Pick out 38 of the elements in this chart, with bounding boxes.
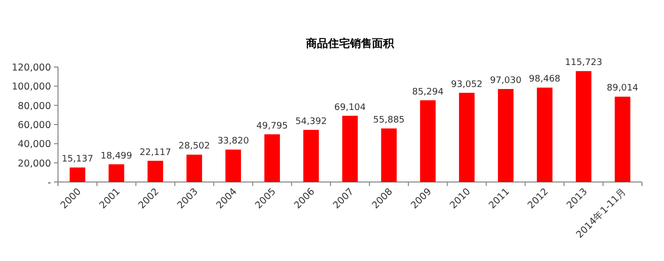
data-label: 93,052 [451, 80, 483, 90]
bar [303, 130, 319, 182]
data-label: 54,392 [295, 116, 327, 127]
data-label: 49,795 [256, 121, 288, 132]
data-label: 15,137 [62, 154, 94, 164]
y-tick-label: 100,000 [12, 82, 51, 93]
data-label: 115,723 [564, 58, 602, 68]
data-label: 85,294 [412, 87, 444, 98]
y-tick-label: 60,000 [18, 120, 51, 131]
y-tick-label: 120,000 [12, 62, 51, 74]
data-label: 97,030 [490, 76, 522, 86]
bar [342, 116, 358, 182]
data-label: 33,820 [217, 136, 250, 147]
bar [459, 92, 475, 182]
data-label: 69,104 [334, 102, 366, 113]
y-tick-label: 80,000 [18, 100, 51, 112]
bar [70, 167, 86, 182]
data-label: 22,117 [140, 148, 172, 158]
bar [498, 89, 514, 182]
bar [148, 160, 164, 182]
bar [108, 164, 124, 182]
data-label: 28,502 [178, 142, 210, 152]
bar [381, 128, 397, 182]
bar [576, 71, 592, 182]
data-label: 89,014 [606, 84, 639, 94]
data-label: 55,885 [373, 115, 405, 126]
data-label: 18,499 [100, 151, 132, 162]
bar [614, 96, 630, 182]
y-tick-label: 20,000 [18, 158, 51, 170]
bar [186, 154, 202, 182]
bar [264, 134, 280, 182]
bar [420, 100, 436, 182]
y-tick-label: - [48, 178, 51, 188]
y-tick-label: 40,000 [18, 139, 51, 150]
bar [536, 88, 552, 182]
data-label: 98,468 [528, 74, 561, 85]
bar [225, 150, 241, 182]
chart-title: 商品住宅销售面积 [305, 37, 395, 50]
